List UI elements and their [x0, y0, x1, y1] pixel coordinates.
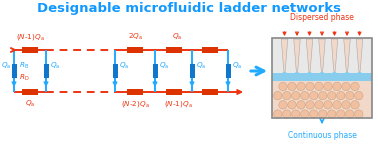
Circle shape [306, 82, 314, 91]
Bar [22, 89, 38, 95]
Circle shape [324, 101, 332, 109]
Circle shape [301, 92, 309, 100]
Circle shape [351, 82, 359, 91]
Bar [127, 89, 143, 95]
Polygon shape [281, 39, 288, 76]
Circle shape [297, 82, 305, 91]
Circle shape [301, 110, 309, 118]
Bar [202, 89, 218, 95]
Circle shape [274, 92, 282, 100]
Bar [11, 64, 17, 78]
Circle shape [342, 82, 350, 91]
Circle shape [306, 101, 314, 109]
Circle shape [295, 73, 299, 77]
Circle shape [283, 110, 291, 118]
Circle shape [282, 73, 287, 77]
Circle shape [328, 110, 336, 118]
Circle shape [310, 110, 318, 118]
Bar [152, 64, 158, 78]
Text: $R_{\rm D}$: $R_{\rm D}$ [19, 73, 29, 83]
Bar [272, 38, 372, 73]
Circle shape [307, 73, 311, 77]
Circle shape [288, 101, 296, 109]
Bar [166, 47, 181, 53]
Polygon shape [344, 39, 350, 76]
Circle shape [291, 110, 300, 118]
Polygon shape [356, 39, 363, 76]
Text: $Q_{\rm a}$: $Q_{\rm a}$ [172, 32, 183, 42]
Circle shape [315, 101, 323, 109]
Polygon shape [331, 39, 338, 76]
Text: Designable microfluidic ladder networks: Designable microfluidic ladder networks [37, 2, 341, 15]
Bar [202, 47, 218, 53]
Text: $Q_{\rm a}$: $Q_{\rm a}$ [1, 61, 11, 71]
Text: $Q_{\rm a}$: $Q_{\rm a}$ [196, 61, 206, 71]
Polygon shape [319, 39, 325, 76]
Circle shape [328, 92, 336, 100]
Circle shape [319, 92, 327, 100]
Circle shape [345, 92, 354, 100]
Circle shape [310, 92, 318, 100]
Circle shape [333, 101, 341, 109]
Text: $(N$-$2)Q_{\rm a}$: $(N$-$2)Q_{\rm a}$ [121, 99, 149, 109]
Bar [272, 38, 372, 118]
Circle shape [297, 101, 305, 109]
Text: $Q_{\rm a}$: $Q_{\rm a}$ [159, 61, 169, 71]
Circle shape [333, 82, 341, 91]
Circle shape [355, 110, 363, 118]
Text: $Q_{\rm a}$: $Q_{\rm a}$ [50, 61, 60, 71]
Text: $(N$-$1)Q_{\rm a}$: $(N$-$1)Q_{\rm a}$ [16, 32, 44, 42]
Bar [166, 89, 181, 95]
Bar [272, 73, 372, 118]
Circle shape [336, 110, 345, 118]
Text: $2Q_{\rm a}$: $2Q_{\rm a}$ [127, 32, 143, 42]
Bar [22, 47, 38, 53]
Circle shape [358, 73, 361, 77]
Circle shape [320, 73, 324, 77]
Bar [113, 64, 118, 78]
Bar [272, 73, 372, 81]
Bar [189, 64, 195, 78]
Bar [127, 47, 143, 53]
Text: $Q_{\rm a}$: $Q_{\rm a}$ [25, 99, 35, 109]
Text: Dispersed phase: Dispersed phase [290, 14, 354, 22]
Circle shape [279, 101, 287, 109]
Bar [226, 64, 231, 78]
Polygon shape [294, 39, 300, 76]
Text: Continuous phase: Continuous phase [288, 132, 356, 141]
Polygon shape [306, 39, 313, 76]
Circle shape [279, 82, 287, 91]
Circle shape [345, 110, 354, 118]
Circle shape [315, 82, 323, 91]
Circle shape [291, 92, 300, 100]
Bar [43, 64, 48, 78]
Circle shape [345, 73, 349, 77]
Circle shape [319, 110, 327, 118]
Text: $R_{\rm B}$: $R_{\rm B}$ [19, 61, 29, 71]
Circle shape [336, 92, 345, 100]
Text: $Q_{\rm a}$: $Q_{\rm a}$ [119, 61, 129, 71]
Text: $(N$-$1)Q_{\rm a}$: $(N$-$1)Q_{\rm a}$ [164, 99, 193, 109]
Circle shape [351, 101, 359, 109]
Circle shape [342, 101, 350, 109]
Circle shape [355, 92, 363, 100]
Circle shape [274, 110, 282, 118]
Circle shape [324, 82, 332, 91]
Circle shape [333, 73, 336, 77]
Text: $Q_{\rm a}$: $Q_{\rm a}$ [232, 61, 242, 71]
Circle shape [288, 82, 296, 91]
Circle shape [283, 92, 291, 100]
